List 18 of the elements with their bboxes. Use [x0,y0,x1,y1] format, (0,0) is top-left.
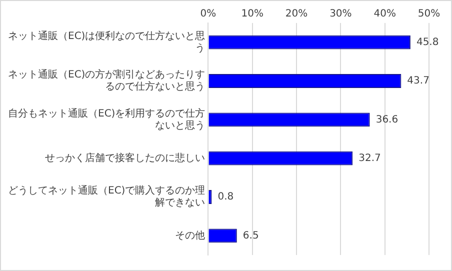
data-label: 32.7 [358,152,381,164]
y-tick-label: ネット通販（EC)の方が割引などあったりするので仕方ないと思う [8,68,206,93]
data-label: 6.5 [242,230,259,242]
y-tick-label: ネット通販（EC)は便利なので仕方ないと思う [8,30,206,54]
data-label: 45.8 [416,36,439,48]
y-tick-label: どうしてネット通販（EC)で購入するのか理解できない [8,184,206,209]
y-tick-label: せっかく店舗で接客したのに悲しい [45,152,206,164]
x-tick-label: 10% [241,8,264,20]
x-tick-label: 0% [200,8,216,20]
y-tick-label: 自分もネット通販（EC)を利用するので仕方ないと思う [8,107,206,132]
x-tick-label: 40% [374,8,396,20]
data-label: 36.6 [376,114,398,126]
y-tick-label: その他 [175,229,206,242]
x-tick-label: 30% [330,8,352,20]
data-label: 43.7 [407,76,430,87]
data-label: 0.8 [218,192,234,203]
x-tick-label: 20% [285,8,308,20]
x-tick-label: 50% [418,8,440,20]
